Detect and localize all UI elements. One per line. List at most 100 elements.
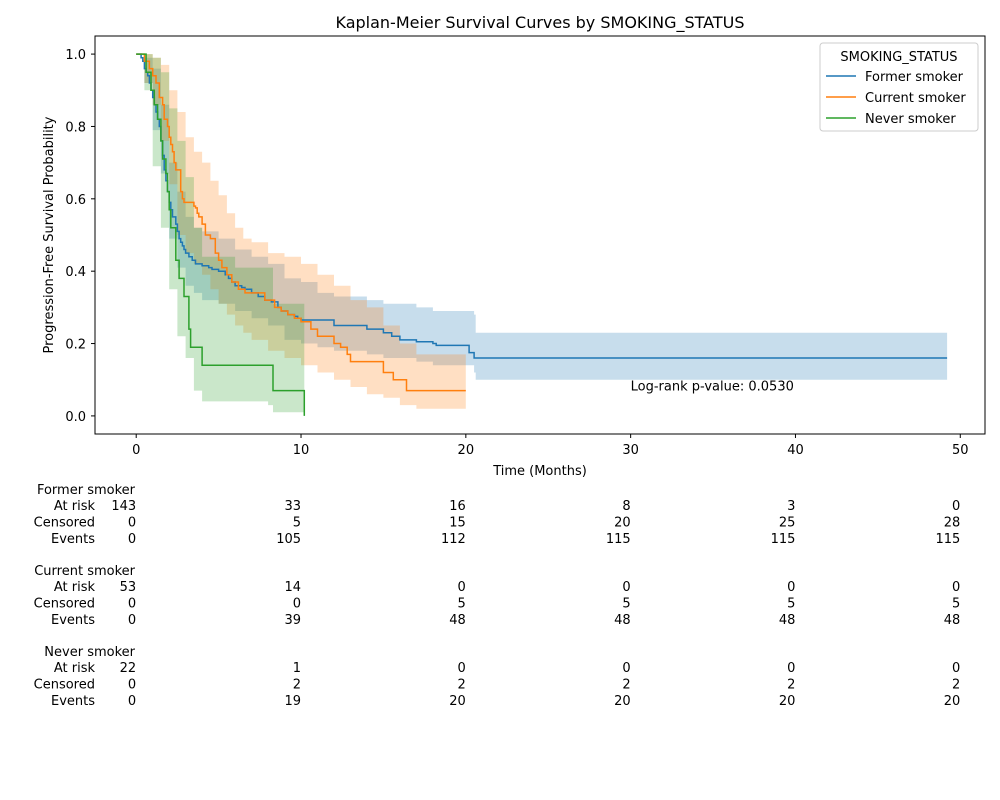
- risk-cell: 0: [622, 580, 630, 595]
- risk-row-label: Censored: [34, 516, 95, 531]
- y-tick-label: 0.0: [65, 410, 86, 425]
- risk-cell: 20: [944, 694, 961, 709]
- x-tick-label: 10: [293, 443, 310, 458]
- logrank-annotation: Log-rank p-value: 0.0530: [631, 380, 794, 395]
- confidence-bands: [136, 54, 948, 413]
- risk-cell: 0: [952, 499, 960, 514]
- legend-label-current-smoker: Current smoker: [865, 91, 966, 106]
- x-axis: 0 10 20 30 40 50: [132, 434, 969, 458]
- risk-cell: 0: [458, 580, 466, 595]
- risk-cell: 20: [449, 694, 466, 709]
- y-axis-label: Progression-Free Survival Probability: [42, 116, 57, 353]
- risk-cell: 2: [293, 678, 301, 693]
- risk-cell: 5: [787, 597, 795, 612]
- y-tick-label: 1.0: [65, 48, 86, 63]
- risk-cell: 0: [128, 597, 136, 612]
- risk-cell: 28: [944, 516, 961, 531]
- risk-group-title: Never smoker: [44, 645, 135, 660]
- risk-row-label: Censored: [34, 597, 95, 612]
- risk-cell: 48: [779, 613, 796, 628]
- y-axis: 0.0 0.2 0.4 0.6 0.8 1.0: [65, 48, 95, 425]
- legend-frame: [819, 42, 979, 132]
- risk-cell: 48: [449, 613, 466, 628]
- y-tick-label: 0.6: [65, 193, 86, 208]
- chart-title: Kaplan-Meier Survival Curves by SMOKING_…: [335, 13, 744, 33]
- risk-cell: 39: [284, 613, 301, 628]
- risk-cell: 143: [111, 499, 136, 514]
- risk-cell: 15: [449, 516, 466, 531]
- risk-cell: 115: [771, 532, 796, 547]
- risk-cell: 22: [120, 661, 137, 676]
- risk-row-label: Events: [51, 613, 95, 628]
- legend-entries: Former smoker Current smoker Never smoker: [826, 70, 966, 127]
- risk-cell: 0: [622, 661, 630, 676]
- ci-band-current-smoker: [136, 54, 466, 409]
- ci-band-never-smoker: [136, 54, 305, 413]
- x-tick-label: 40: [787, 443, 804, 458]
- risk-cell: 33: [284, 499, 301, 514]
- risk-cell: 25: [779, 516, 796, 531]
- legend: SMOKING_STATUS Former smoker Current smok…: [819, 42, 979, 132]
- risk-cell: 0: [128, 678, 136, 693]
- risk-cell: 2: [622, 678, 630, 693]
- x-tick-label: 50: [952, 443, 969, 458]
- risk-cell: 0: [787, 661, 795, 676]
- x-tick-label: 20: [458, 443, 475, 458]
- risk-cell: 0: [293, 597, 301, 612]
- y-tick-label: 0.2: [65, 338, 86, 353]
- risk-cell: 20: [614, 694, 631, 709]
- risk-cell: 2: [458, 678, 466, 693]
- risk-cell: 0: [458, 661, 466, 676]
- risk-cell: 0: [128, 516, 136, 531]
- risk-cell: 19: [284, 694, 301, 709]
- survival-curves: [136, 53, 948, 416]
- x-tick-label: 30: [622, 443, 639, 458]
- risk-cell: 2: [952, 678, 960, 693]
- risk-cell: 5: [293, 516, 301, 531]
- risk-row-label: Events: [51, 694, 95, 709]
- risk-cell: 0: [128, 694, 136, 709]
- legend-title: SMOKING_STATUS: [840, 50, 957, 65]
- risk-cell: 14: [284, 580, 301, 595]
- risk-cell: 5: [952, 597, 960, 612]
- curve-former-smoker: [136, 53, 948, 359]
- risk-cell: 2: [787, 678, 795, 693]
- plot-frame: [94, 35, 986, 435]
- ci-band-former-smoker: [136, 54, 948, 380]
- risk-cell: 5: [458, 597, 466, 612]
- risk-cell: 115: [606, 532, 631, 547]
- risk-cell: 112: [441, 532, 466, 547]
- risk-row-label: Events: [51, 532, 95, 547]
- risk-cell: 5: [622, 597, 630, 612]
- risk-cell: 48: [944, 613, 961, 628]
- y-tick-label: 0.4: [65, 265, 86, 280]
- legend-label-former-smoker: Former smoker: [865, 70, 964, 85]
- legend-label-never-smoker: Never smoker: [865, 112, 956, 127]
- risk-row-label: Censored: [34, 678, 95, 693]
- risk-cell: 0: [952, 661, 960, 676]
- risk-row-label: At risk: [54, 661, 96, 676]
- risk-cell: 0: [128, 532, 136, 547]
- risk-cell: 53: [120, 580, 137, 595]
- risk-cell: 1: [293, 661, 301, 676]
- risk-cell: 105: [276, 532, 301, 547]
- risk-group-title: Current smoker: [34, 564, 135, 579]
- plot-area: [94, 35, 986, 435]
- risk-cell: 115: [935, 532, 960, 547]
- risk-cell: 0: [952, 580, 960, 595]
- risk-cell: 48: [614, 613, 631, 628]
- risk-cell: 20: [614, 516, 631, 531]
- risk-cell: 8: [622, 499, 630, 514]
- curve-current-smoker: [136, 53, 466, 392]
- risk-group-title: Former smoker: [37, 483, 136, 498]
- x-axis-label: Time (Months): [492, 464, 587, 479]
- y-tick-label: 0.8: [65, 120, 86, 135]
- risk-cell: 20: [779, 694, 796, 709]
- risk-cell: 16: [449, 499, 466, 514]
- risk-cell: 0: [787, 580, 795, 595]
- risk-row-label: At risk: [54, 499, 96, 514]
- risk-cell: 0: [128, 613, 136, 628]
- risk-cell: 3: [787, 499, 795, 514]
